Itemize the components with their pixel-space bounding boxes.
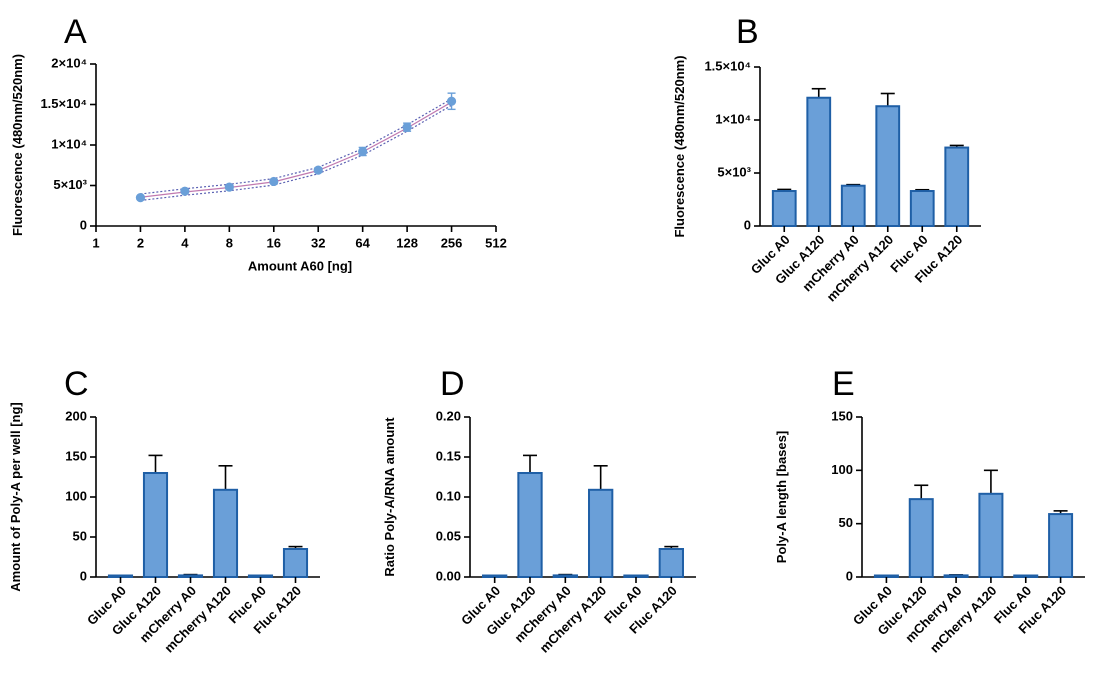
bar [943, 574, 969, 579]
x-tick-label: 256 [441, 235, 463, 250]
y-tick-label: 5×10³ [53, 177, 87, 192]
bar [1048, 513, 1074, 578]
bar [517, 472, 543, 578]
bar [142, 472, 169, 578]
bar [623, 574, 649, 578]
panel-letter: E [832, 365, 855, 403]
bar [806, 96, 832, 227]
y-tick-label: 1.5×10⁴ [704, 58, 751, 73]
bar [771, 190, 797, 228]
y-axis-title: Poly-A length [bases] [774, 431, 789, 563]
y-tick-label: 0.15 [436, 448, 461, 463]
bar [1013, 574, 1039, 578]
y-tick-label: 1×10⁴ [51, 136, 87, 151]
x-tick-label: 4 [181, 235, 189, 250]
x-axis-title: Amount A60 [ng] [248, 258, 352, 273]
x-tick-label: 2 [137, 235, 144, 250]
data-point [269, 176, 279, 187]
y-tick-label: 0.00 [436, 568, 461, 583]
x-tick-label: 512 [485, 235, 507, 250]
fit-band-lower [140, 104, 452, 202]
bar [212, 488, 239, 578]
y-tick-label: 0 [80, 568, 87, 583]
data-point [358, 146, 368, 157]
y-tick-label: 0 [744, 217, 751, 232]
panel-a-chart: A 0 5×10³ 1×10⁴ 1.5×10⁴ 2×10⁴ Fluorescence (48… [10, 13, 507, 273]
bar [482, 574, 508, 578]
panel-letter: B [736, 13, 759, 51]
data-point [180, 186, 190, 196]
y-axis-title: Fluorescence (480nm/520nm) [10, 54, 25, 236]
bar [658, 548, 684, 578]
panel-letter: D [440, 365, 465, 403]
y-axis-title: Ratio Poly-A/RNA amount [382, 417, 397, 577]
y-tick-label: 100 [831, 462, 853, 477]
y-tick-label: 100 [65, 488, 87, 503]
y-tick-label: 0 [80, 217, 87, 232]
y-tick-label: 1.5×10⁴ [40, 96, 87, 111]
bar [840, 184, 866, 227]
bar [247, 574, 274, 578]
panel-letter: A [64, 13, 87, 51]
bar [177, 574, 204, 579]
fit-band-upper [140, 98, 452, 195]
data-point [446, 96, 457, 106]
panel-letter: C [64, 365, 89, 403]
x-tick-label: 8 [226, 235, 233, 250]
panel-d-chart: D 0.00 0.05 0.10 0.15 0.20 Ratio Poly-A/RNA am… [382, 365, 696, 656]
bar [588, 488, 614, 578]
y-axis-title: Amount of Poly-A per well [ng] [8, 402, 23, 591]
bar [873, 574, 899, 578]
bar [552, 574, 578, 579]
y-tick-label: 200 [65, 408, 87, 423]
y-tick-label: 50 [73, 528, 87, 543]
x-tick-label: 128 [396, 235, 418, 250]
bar [908, 498, 934, 578]
y-tick-label: 0.20 [436, 408, 461, 423]
fit-curve [140, 101, 452, 198]
y-tick-label: 1×10⁴ [715, 111, 751, 126]
bar [875, 105, 901, 227]
y-tick-label: 150 [831, 408, 853, 423]
x-tick-label: 32 [311, 235, 325, 250]
y-tick-label: 0.10 [436, 488, 461, 503]
y-tick-label: 5×10³ [717, 164, 751, 179]
y-tick-label: 0 [846, 568, 853, 583]
panel-b-chart: B 0 5×10³ 1×10⁴ 1.5×10⁴ Fluorescence (480nm/5… [672, 13, 981, 305]
y-tick-label: 2×10⁴ [51, 55, 87, 70]
y-tick-label: 150 [65, 448, 87, 463]
y-axis-title: Fluorescence (480nm/520nm) [672, 55, 687, 237]
bar [107, 574, 134, 578]
x-tick-label: 1 [92, 235, 99, 250]
data-point [224, 182, 234, 192]
bar [944, 146, 970, 227]
x-tick-label: 16 [267, 235, 281, 250]
panel-c-chart: C 0 50 100 150 200 Amount of Poly-A per well [… [8, 365, 320, 656]
data-point [402, 122, 412, 132]
data-point [135, 193, 146, 203]
bar [978, 492, 1004, 578]
x-tick-label: 64 [355, 235, 370, 250]
data-point [313, 165, 323, 175]
y-tick-label: 50 [839, 515, 853, 530]
bar [282, 548, 309, 578]
y-tick-label: 0.05 [436, 528, 461, 543]
bar [909, 190, 935, 228]
